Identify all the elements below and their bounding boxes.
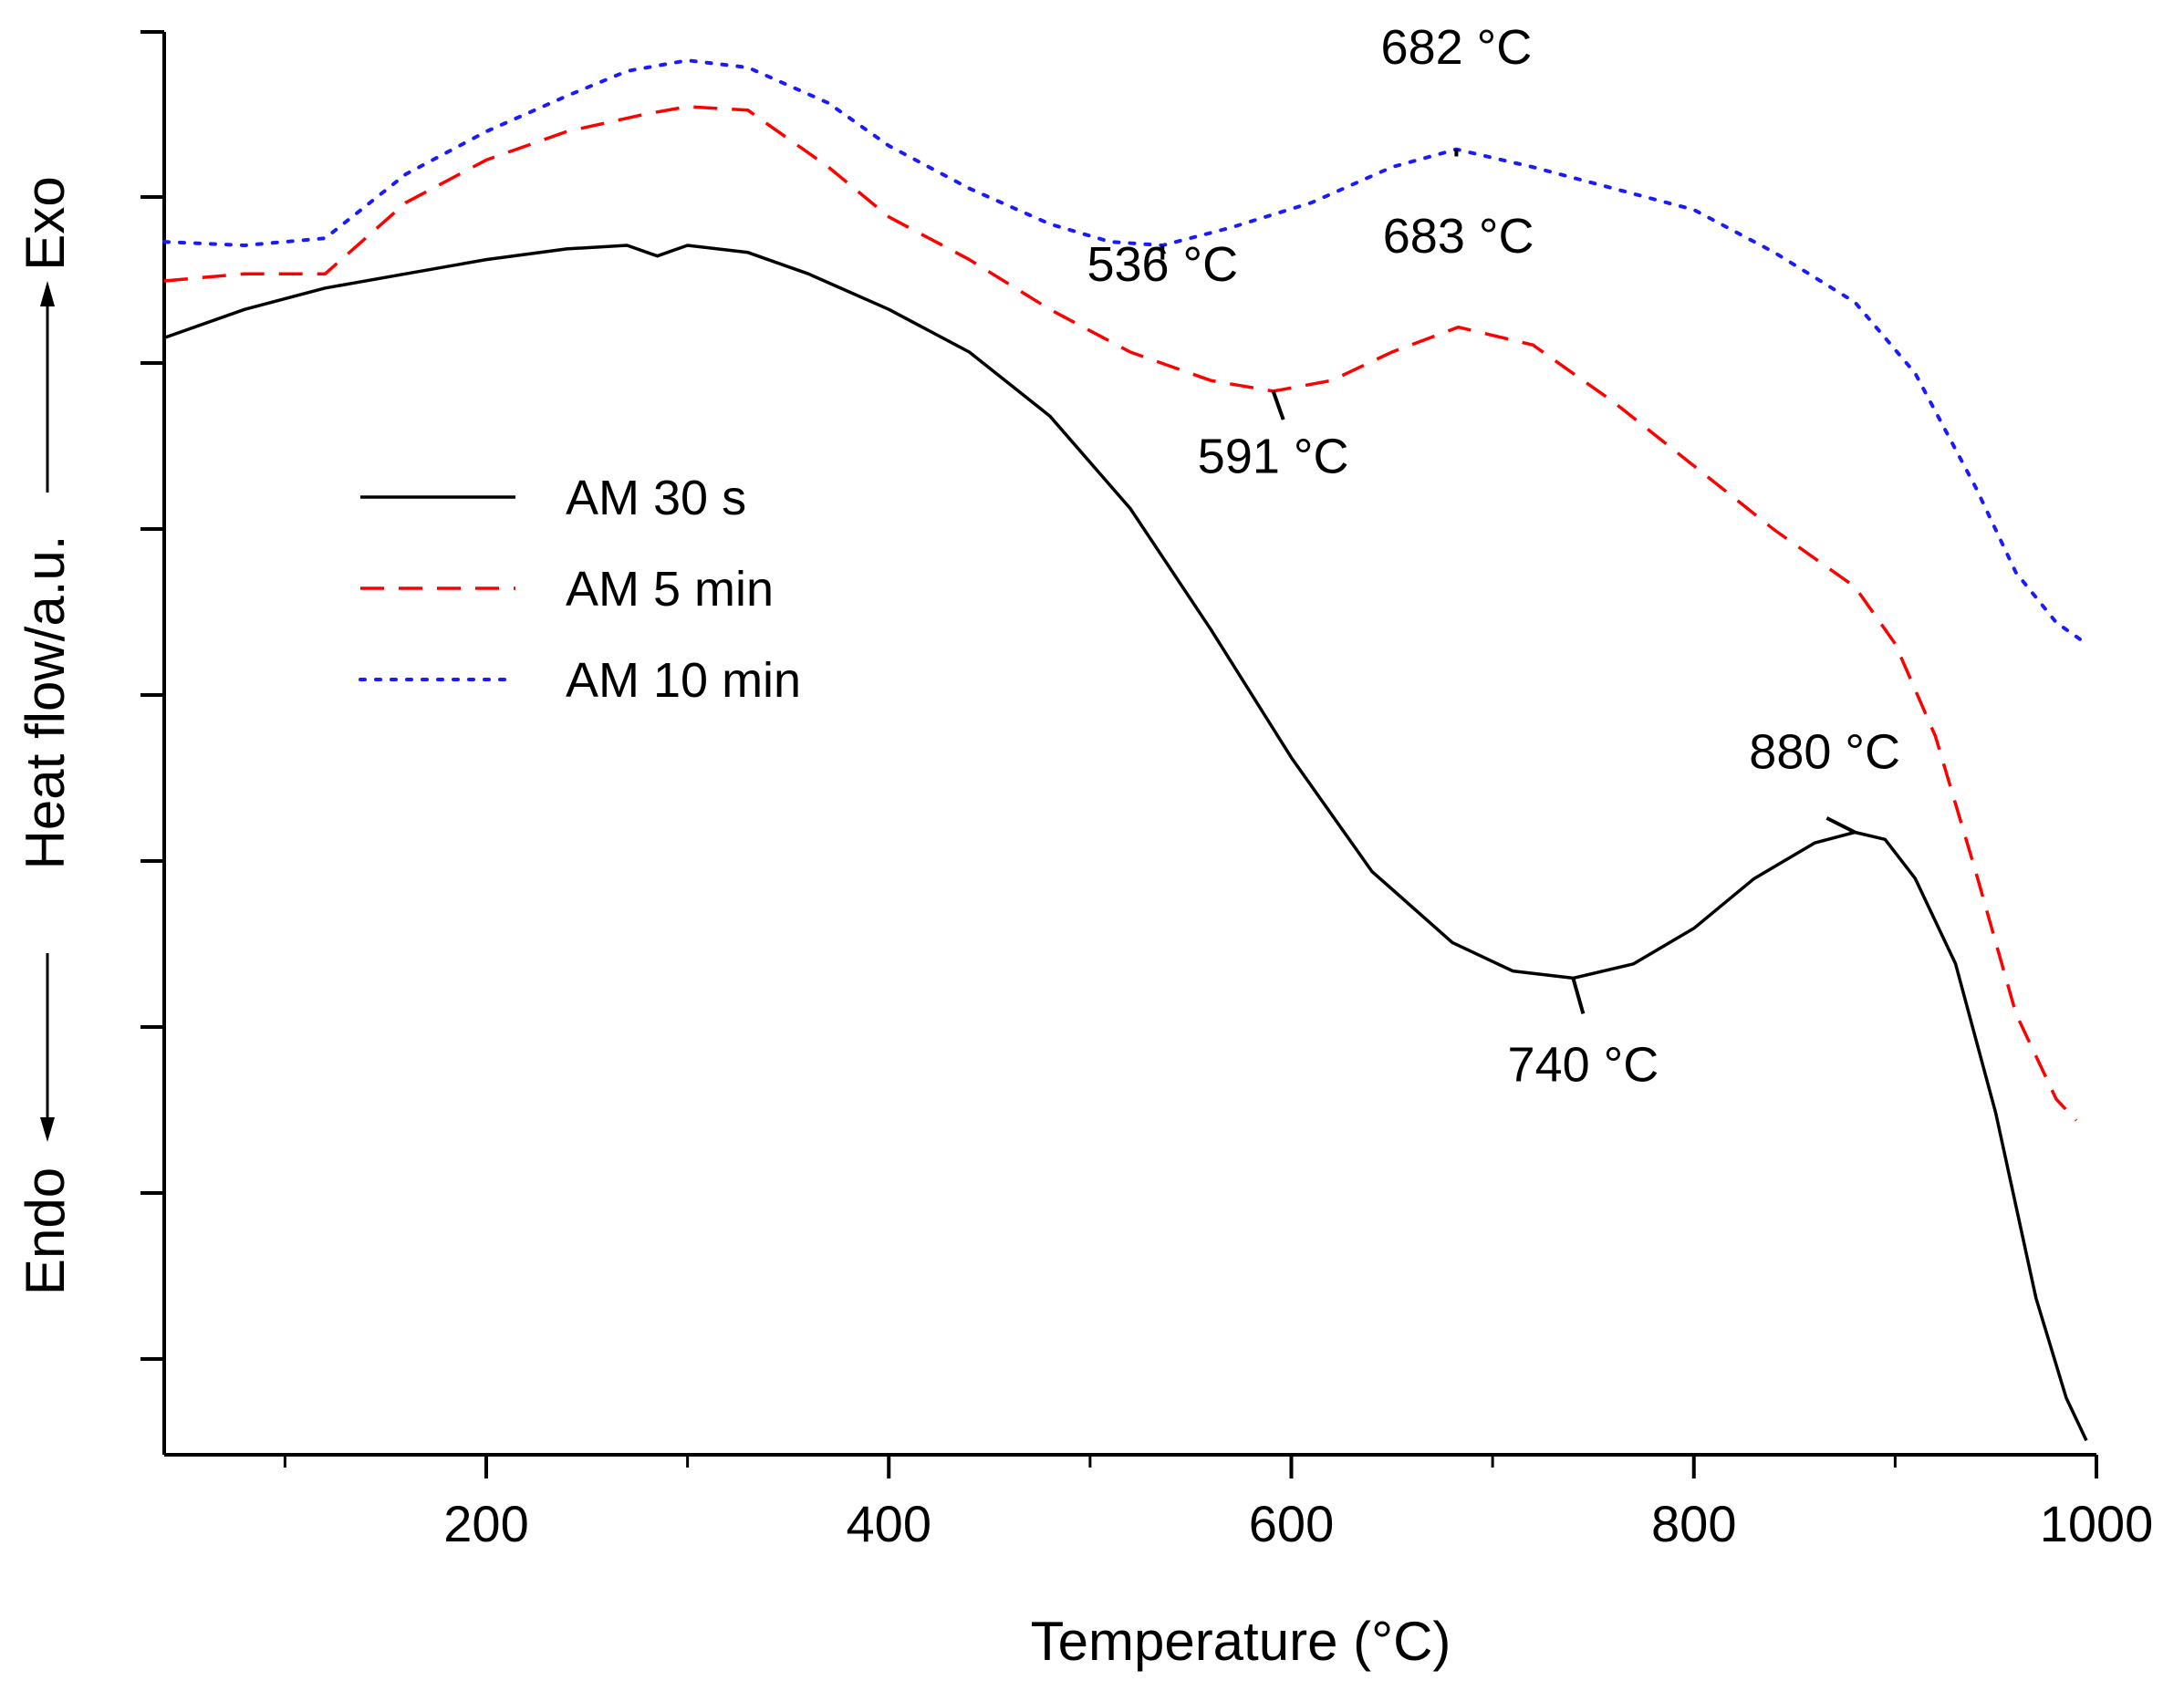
x-tick-label: 800 <box>1651 1495 1736 1552</box>
legend-label: AM 10 min <box>566 653 801 708</box>
x-tick-label: 600 <box>1249 1495 1334 1552</box>
annotation-tick <box>1825 816 1856 835</box>
x-axis-title: Temperature (°C) <box>1031 1611 1451 1672</box>
legend-label: AM 5 min <box>566 562 774 617</box>
series-line-3 <box>162 58 2088 646</box>
annotation-label: 683 °C <box>1383 209 1534 264</box>
axes: 200 400 600 800 1000 <box>140 30 2154 1552</box>
annotation-label: 682 °C <box>1381 20 1533 75</box>
x-tick-label: 1000 <box>2040 1495 2154 1552</box>
legend: AM 30 s AM 5 min AM 10 min <box>359 471 801 708</box>
arrow-up-icon <box>40 281 55 493</box>
y-axis-title-heat-flow: Heat flow/a.u. <box>15 535 76 870</box>
legend-label: AM 30 s <box>566 471 746 525</box>
annotation-label: 591 °C <box>1198 430 1349 484</box>
series-line-1 <box>163 244 2088 1442</box>
annotation-label: 880 °C <box>1749 724 1900 779</box>
x-tick-label: 400 <box>847 1495 931 1552</box>
y-axis-title-exo: Exo <box>15 176 76 270</box>
annotation-tick <box>1571 977 1586 1014</box>
x-tick-label: 200 <box>443 1495 528 1552</box>
annotation-tick <box>1271 390 1285 420</box>
annotation-label: 740 °C <box>1508 1038 1659 1093</box>
series-line-2 <box>163 105 2078 1122</box>
annotation-label: 536 °C <box>1087 237 1238 292</box>
y-axis-title-endo: Endo <box>15 1167 76 1295</box>
annotation-layer: 682 °C 536 °C 683 °C 591 °C 880 °C 740 °C <box>1087 20 1900 1092</box>
arrow-down-icon <box>40 953 55 1142</box>
y-axis-title: Endo Heat flow/a.u. Exo <box>15 176 76 1295</box>
